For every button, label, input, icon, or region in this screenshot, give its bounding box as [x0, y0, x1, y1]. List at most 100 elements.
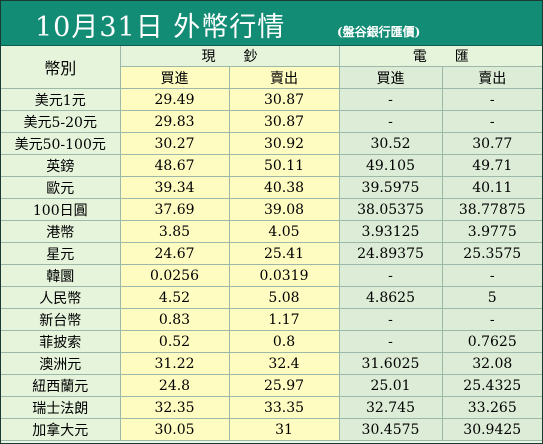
wire-sell-rate: -: [442, 264, 542, 287]
table-row: 星元 24.67 25.41 24.89375 25.3575: [1, 242, 542, 265]
cash-sell-rate: 30.87: [229, 110, 340, 133]
wire-sell-rate: 33.265: [442, 396, 542, 419]
wire-buy-rate: -: [339, 88, 443, 111]
cash-buy-rate: 30.27: [120, 132, 230, 155]
currency-name: 澳洲元: [1, 352, 121, 375]
wire-buy-rate: 30.4575: [339, 418, 443, 441]
cash-sell-rate: 32.4: [229, 352, 340, 375]
table-row: 歐元 39.34 40.38 39.5975 40.11: [1, 176, 542, 199]
table-row: 港幣 3.85 4.05 3.93125 3.9775: [1, 220, 542, 243]
wire-sell-rate: -: [442, 308, 542, 331]
cash-sell-rate: 0.0319: [229, 264, 340, 287]
cash-sell-rate: 0.8: [229, 330, 340, 353]
cash-buy-rate: 48.67: [120, 154, 230, 177]
currency-name: 菲披索: [1, 330, 121, 353]
wire-buy-rate: 3.93125: [339, 220, 443, 243]
currency-name: 加拿大元: [1, 418, 121, 441]
currency-name: 港幣: [1, 220, 121, 243]
cash-sell-rate: 5.08: [229, 286, 340, 309]
wire-sell-rate: 0.7625: [442, 330, 542, 353]
cash-buy-rate: 37.69: [120, 198, 230, 221]
wire-buy-rate: 32.745: [339, 396, 443, 419]
currency-name: 100日圓: [1, 198, 121, 221]
cash-sell-rate: 39.08: [229, 198, 340, 221]
wire-sell-rate: 5: [442, 286, 542, 309]
wire-buy-rate: 38.05375: [339, 198, 443, 221]
wire-buy-rate: 31.6025: [339, 352, 443, 375]
currency-name: 美元50-100元: [1, 132, 121, 155]
wire-buy-header: 買進: [339, 66, 443, 89]
currency-name: 人民幣: [1, 286, 121, 309]
wire-sell-rate: 32.08: [442, 352, 542, 375]
cash-buy-rate: 4.52: [120, 286, 230, 309]
cash-sell-header: 賣出: [229, 66, 340, 89]
currency-name: 美元5-20元: [1, 110, 121, 133]
cash-group-header: 現鈔: [120, 46, 340, 67]
table-row: 美元50-100元 30.27 30.92 30.52 30.77: [1, 132, 542, 155]
cash-buy-rate: 32.35: [120, 396, 230, 419]
cash-buy-rate: 0.0256: [120, 264, 230, 287]
wire-sell-rate: 38.77875: [442, 198, 542, 221]
exchange-rate-table: 幣別 現鈔 電匯 買進 賣出 買進 賣出 美元1元 29.49 30.87- - 美元5…: [1, 46, 542, 441]
table-row: 菲披索 0.52 0.8-0.7625: [1, 330, 542, 353]
wire-group-header: 電匯: [339, 46, 542, 67]
currency-name: 瑞士法朗: [1, 396, 121, 419]
wire-sell-rate: 30.9425: [442, 418, 542, 441]
cash-sell-rate: 1.17: [229, 308, 340, 331]
cash-buy-rate: 31.22: [120, 352, 230, 375]
table-row: 紐西蘭元 24.8 25.97 25.01 25.4325: [1, 374, 542, 397]
cash-sell-rate: 25.97: [229, 374, 340, 397]
wire-sell-rate: 30.77: [442, 132, 542, 155]
cash-buy-rate: 24.8: [120, 374, 230, 397]
cash-buy-rate: 24.67: [120, 242, 230, 265]
wire-sell-rate: 25.3575: [442, 242, 542, 265]
wire-buy-rate: 30.52: [339, 132, 443, 155]
table-row: 美元5-20元 29.83 30.87- -: [1, 110, 542, 133]
table-row: 英鎊 48.67 50.11 49.105 49.71: [1, 154, 542, 177]
wire-buy-rate: -: [339, 308, 443, 331]
wire-buy-rate: 4.8625: [339, 286, 443, 309]
cash-sell-rate: 40.38: [229, 176, 340, 199]
cash-buy-rate: 29.83: [120, 110, 230, 133]
cash-buy-rate: 0.83: [120, 308, 230, 331]
cash-buy-rate: 30.05: [120, 418, 230, 441]
wire-buy-rate: 39.5975: [339, 176, 443, 199]
currency-name: 韓圜: [1, 264, 121, 287]
table-row: 美元1元 29.49 30.87- -: [1, 88, 542, 111]
cash-sell-rate: 33.35: [229, 396, 340, 419]
page-subtitle: (盤谷銀行匯價): [337, 25, 421, 39]
wire-buy-rate: 24.89375: [339, 242, 443, 265]
table-row: 韓圜 0.0256 0.0319- -: [1, 264, 542, 287]
cash-buy-header: 買進: [120, 66, 230, 89]
currency-name: 紐西蘭元: [1, 374, 121, 397]
currency-name: 歐元: [1, 176, 121, 199]
table-row: 人民幣 4.52 5.08 4.8625 5: [1, 286, 542, 309]
wire-buy-rate: -: [339, 110, 443, 133]
table-row: 澳洲元 31.22 32.4 31.6025 32.08: [1, 352, 542, 375]
cash-sell-rate: 31: [229, 418, 340, 441]
wire-buy-rate: -: [339, 330, 443, 353]
cash-sell-rate: 4.05: [229, 220, 340, 243]
wire-sell-rate: 40.11: [442, 176, 542, 199]
wire-sell-rate: 3.9775: [442, 220, 542, 243]
currency-name: 英鎊: [1, 154, 121, 177]
wire-buy-rate: 49.105: [339, 154, 443, 177]
wire-buy-rate: 25.01: [339, 374, 443, 397]
rate-rows: 美元1元 29.49 30.87- - 美元5-20元 29.83 30.87- - 美元50-…: [1, 88, 542, 441]
cash-sell-rate: 30.87: [229, 88, 340, 111]
wire-buy-rate: -: [339, 264, 443, 287]
cash-sell-rate: 25.41: [229, 242, 340, 265]
wire-sell-rate: -: [442, 110, 542, 133]
cash-sell-rate: 30.92: [229, 132, 340, 155]
page-title: 10月31日 外幣行情: [35, 12, 286, 43]
wire-sell-rate: -: [442, 88, 542, 111]
currency-name: 美元1元: [1, 88, 121, 111]
cash-buy-rate: 0.52: [120, 330, 230, 353]
cash-buy-rate: 29.49: [120, 88, 230, 111]
table-row: 瑞士法朗 32.35 33.35 32.745 33.265: [1, 396, 542, 419]
wire-sell-header: 賣出: [442, 66, 542, 89]
currency-name: 星元: [1, 242, 121, 265]
currency-column-header: 幣別: [1, 46, 121, 89]
cash-buy-rate: 3.85: [120, 220, 230, 243]
